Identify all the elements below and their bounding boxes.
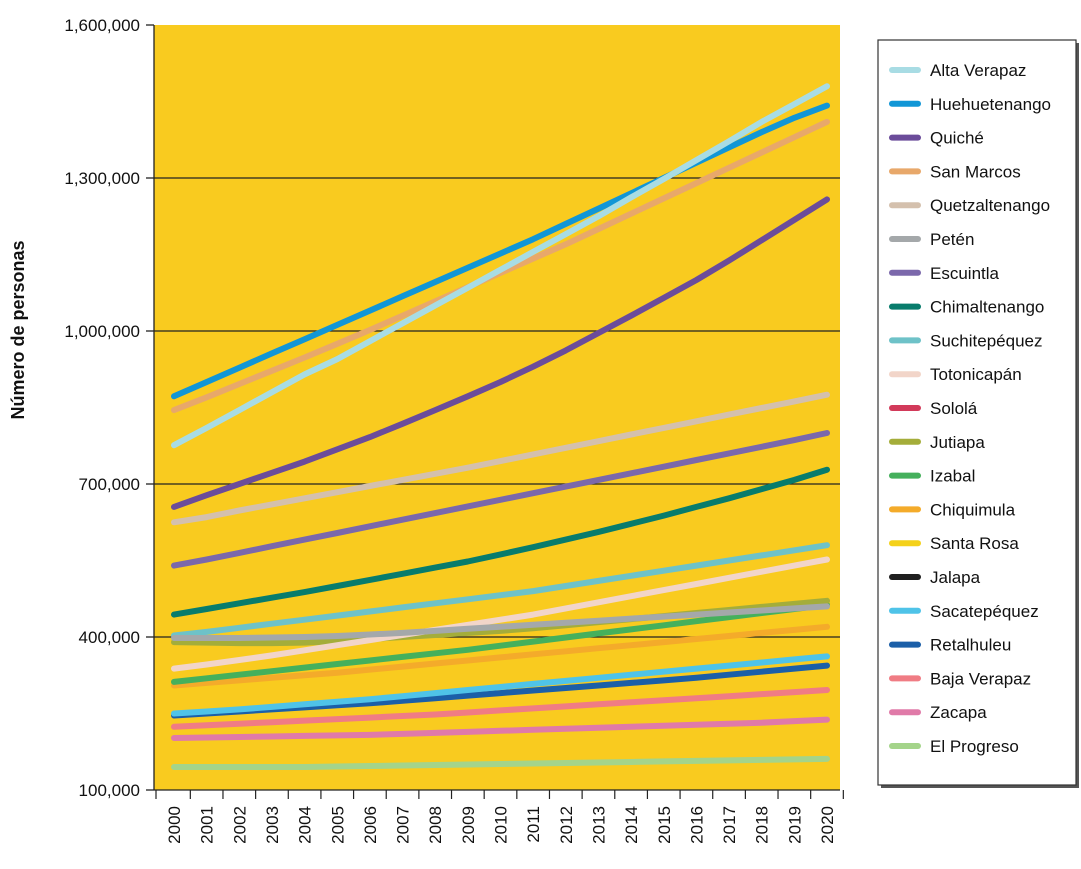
series-line	[171, 542, 830, 639]
legend-label: Quetzaltenango	[930, 196, 1050, 215]
x-tick-label: 2000	[165, 806, 184, 844]
x-tick-label: 2006	[361, 806, 380, 844]
x-tick-label: 2007	[394, 806, 413, 844]
legend-label: Jutiapa	[930, 433, 985, 452]
legend-label: Retalhuleu	[930, 636, 1011, 655]
series-line	[171, 196, 830, 510]
x-axis: 2000 2001 2002 2003 2004 2005 2006 2007 2008 2009…	[154, 789, 844, 844]
legend-label: Chiquimula	[930, 500, 1016, 519]
legend-label: San Marcos	[930, 162, 1021, 181]
legend-label: Huehuetenango	[930, 95, 1051, 114]
legend-label: Totonicapán	[930, 365, 1022, 384]
x-tick-label: 2009	[459, 806, 478, 844]
legend-label: Sacatepéquez	[930, 602, 1039, 621]
legend-label: Suchitepéquez	[930, 331, 1042, 350]
legend: Alta Verapaz Huehuetenango Quiché San Marco…	[877, 39, 1079, 788]
legend-label: Chimaltenango	[930, 298, 1044, 317]
legend-label: Baja Verapaz	[930, 669, 1031, 688]
y-axis: 100,000 400,000 700,000 1,000,000 1,300,000 1…	[64, 16, 155, 800]
series-line	[171, 601, 830, 685]
legend-label: Petén	[930, 230, 974, 249]
series-line	[171, 391, 830, 526]
x-tick-label: 2020	[818, 806, 837, 844]
x-tick-label: 2018	[753, 806, 772, 844]
x-tick-label: 2003	[263, 806, 282, 844]
legend-label: El Progreso	[930, 737, 1019, 756]
x-tick-label: 2013	[589, 806, 608, 844]
plot-background	[154, 25, 840, 790]
y-tick-label: 1,300,000	[64, 169, 140, 188]
series-line	[171, 430, 830, 569]
x-tick-label: 2011	[524, 806, 543, 843]
x-tick-label: 2002	[230, 806, 249, 844]
legend-label: Zacapa	[930, 703, 987, 722]
y-axis-label: Número de personas	[8, 240, 28, 419]
plot-area	[154, 25, 840, 790]
series-line	[171, 653, 830, 717]
y-tick-label: 1,000,000	[64, 322, 140, 341]
x-tick-label: 2014	[622, 806, 641, 844]
x-tick-label: 2019	[785, 806, 804, 844]
series-line	[171, 556, 830, 672]
legend-label: Izabal	[930, 467, 975, 486]
x-tick-label: 2010	[492, 806, 511, 844]
legend-label: Quiché	[930, 129, 984, 148]
legend-label: Alta Verapaz	[930, 61, 1026, 80]
x-tick-label: 2016	[687, 806, 706, 844]
legend-label: Sololá	[930, 399, 978, 418]
legend-label: Santa Rosa	[930, 534, 1019, 553]
series-line	[171, 687, 830, 730]
x-tick-label: 2004	[296, 806, 315, 844]
legend-label: Escuintla	[930, 264, 1000, 283]
series-line	[171, 83, 830, 449]
x-tick-label: 2005	[328, 806, 347, 844]
series-line	[171, 466, 830, 618]
x-tick-label: 2008	[426, 806, 445, 844]
legend-box	[877, 39, 1077, 786]
x-tick-label: 2001	[198, 806, 217, 844]
series-line	[171, 623, 830, 689]
y-tick-label: 100,000	[79, 781, 140, 800]
series-line	[171, 603, 830, 641]
series-line	[171, 716, 830, 741]
y-tick-label: 1,600,000	[64, 16, 140, 35]
x-tick-label: 2017	[720, 806, 739, 844]
series-line	[171, 755, 830, 770]
series-line	[171, 102, 830, 400]
y-tick-label: 400,000	[79, 628, 140, 647]
legend-label: Jalapa	[930, 568, 981, 587]
x-tick-label: 2012	[557, 806, 576, 844]
x-tick-label: 2015	[655, 806, 674, 844]
y-tick-label: 700,000	[79, 475, 140, 494]
